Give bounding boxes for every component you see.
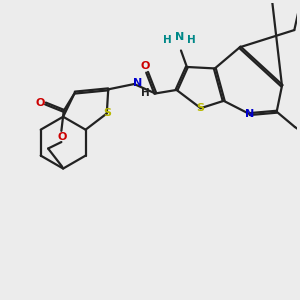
Text: O: O <box>35 98 45 108</box>
Text: S: S <box>197 103 205 113</box>
Text: O: O <box>58 132 67 142</box>
Text: S: S <box>103 109 111 118</box>
Text: N: N <box>245 109 254 119</box>
Text: H: H <box>187 35 195 46</box>
Text: H: H <box>141 88 150 98</box>
Text: O: O <box>141 61 150 71</box>
Text: N: N <box>175 32 184 42</box>
Text: H: H <box>163 35 172 46</box>
Text: N: N <box>133 79 142 88</box>
